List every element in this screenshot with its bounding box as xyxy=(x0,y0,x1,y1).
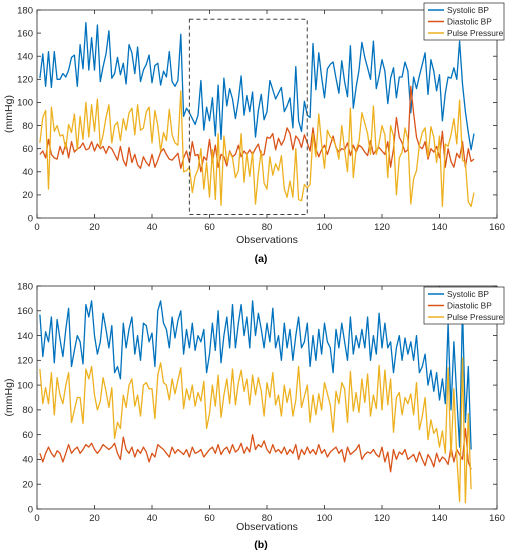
series-line-systolic xyxy=(39,300,472,450)
x-tick-label: 160 xyxy=(489,513,505,524)
x-axis-label: Observations xyxy=(236,234,298,246)
y-tick-label: 160 xyxy=(17,28,33,39)
x-tick-label: 100 xyxy=(317,513,333,524)
x-tick-label: 0 xyxy=(34,222,39,233)
y-tick-label: 100 xyxy=(17,98,33,109)
x-tick-label: 60 xyxy=(204,222,215,233)
x-tick-label: 40 xyxy=(147,513,158,524)
series-line-pulse xyxy=(39,357,472,504)
y-tick-label: 20 xyxy=(22,480,33,491)
x-tick-label: 20 xyxy=(89,513,100,524)
x-tick-label: 100 xyxy=(317,222,333,233)
legend-label: Diastolic BP xyxy=(447,301,492,311)
x-tick-label: 160 xyxy=(489,222,505,233)
x-tick-label: 60 xyxy=(204,513,215,524)
x-axis-label: Observations xyxy=(236,521,298,533)
y-tick-label: 0 xyxy=(28,504,33,515)
x-tick-label: 120 xyxy=(374,222,390,233)
x-tick-label: 140 xyxy=(432,222,448,233)
series-line-diastolic xyxy=(39,85,475,173)
x-tick-label: 40 xyxy=(147,222,158,233)
y-tick-label: 100 xyxy=(17,380,33,391)
series-line-systolic xyxy=(39,22,475,151)
x-tick-label: 140 xyxy=(432,513,448,524)
x-tick-label: 0 xyxy=(34,513,39,524)
series-line-pulse xyxy=(39,90,475,208)
y-axis-label: (mmHg) xyxy=(3,379,15,417)
y-tick-label: 160 xyxy=(17,306,33,317)
y-tick-label: 180 xyxy=(17,281,33,292)
panel-label: (a) xyxy=(255,253,268,265)
chart-panel-b: 0 20 40 60 80 100 120 140 160 0 20 40 60 80 100 120 140 1… xyxy=(3,281,505,550)
legend-label: Systolic BP xyxy=(447,5,489,15)
y-tick-label: 120 xyxy=(17,75,33,86)
y-tick-label: 120 xyxy=(17,356,33,367)
x-tick-label: 120 xyxy=(374,513,390,524)
panel-label: (b) xyxy=(254,539,267,550)
y-tick-label: 80 xyxy=(22,121,33,132)
x-tick-label: 80 xyxy=(262,513,273,524)
chart-panel-a: 0 20 40 60 80 100 120 140 160 0 20 40 60 80 100 120 140 1… xyxy=(3,2,505,265)
y-tick-label: 0 xyxy=(28,213,33,224)
y-tick-label: 60 xyxy=(22,430,33,441)
legend-label: Systolic BP xyxy=(447,289,489,299)
legend-label: Diastolic BP xyxy=(447,17,492,27)
x-tick-label: 80 xyxy=(262,222,273,233)
y-tick-label: 140 xyxy=(17,52,33,63)
y-tick-label: 80 xyxy=(22,405,33,416)
y-tick-label: 40 xyxy=(22,167,33,178)
legend-label: Pulse Pressure xyxy=(447,28,504,38)
y-tick-label: 20 xyxy=(22,190,33,201)
y-tick-label: 180 xyxy=(17,5,33,16)
legend-box xyxy=(423,286,505,325)
y-tick-label: 140 xyxy=(17,331,33,342)
series-line-diastolic xyxy=(39,427,472,473)
highlight-box xyxy=(188,18,308,216)
y-tick-label: 40 xyxy=(22,455,33,466)
x-tick-label: 20 xyxy=(89,222,100,233)
legend-label: Pulse Pressure xyxy=(447,312,504,322)
y-tick-label: 60 xyxy=(22,144,33,155)
y-axis-label: (mmHg) xyxy=(3,95,15,133)
